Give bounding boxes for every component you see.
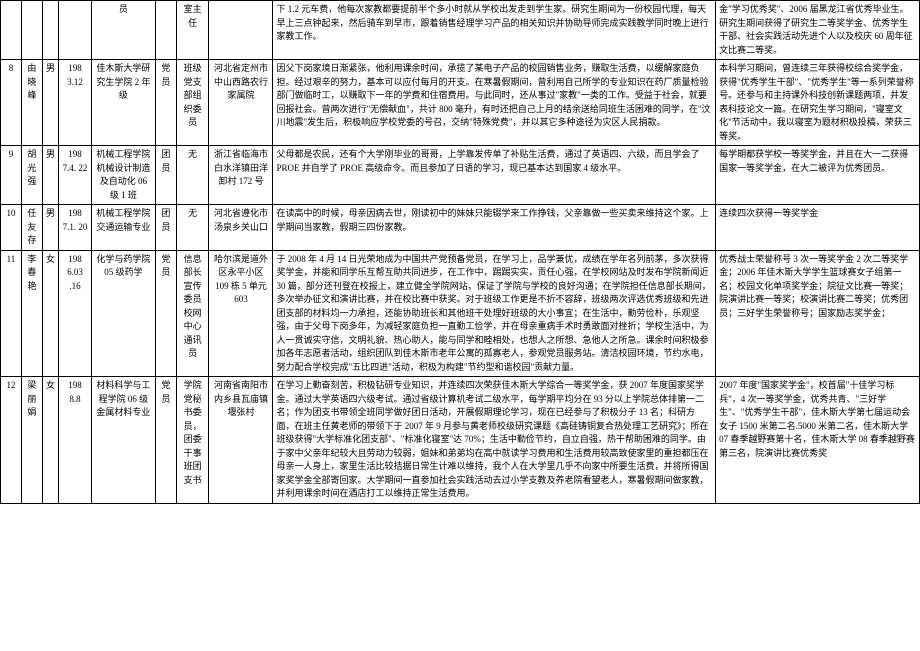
address: 河南省南阳市内乡县瓦庙镇堰张村 xyxy=(209,377,273,504)
student-name: 李春艳 xyxy=(21,250,42,377)
birth-date: 198 3.12 xyxy=(59,60,92,146)
birth-date: 198 6.03 .16 xyxy=(59,250,92,377)
address: 浙江省临海市白水洋镇田洋卸村 172 号 xyxy=(209,146,273,205)
row-number: 11 xyxy=(1,250,22,377)
political-status: 党员 xyxy=(155,250,176,377)
gender: 男 xyxy=(42,146,58,205)
student-name: 任友存 xyxy=(21,205,42,251)
student-name: 由晓峰 xyxy=(21,60,42,146)
table-row: 11李春艳女198 6.03 .16化学与药学院 05 级药学党员信息部长宣传委… xyxy=(1,250,920,377)
description: 父母都是农民，还有个大学刚毕业的哥哥，上学靠发传单了补贴生活费，通过了英语四、六… xyxy=(273,146,716,205)
awards: 每学期都获学校一等奖学金，并且在大一二获得国家一等奖学金，在大二被评为优秀团员。 xyxy=(716,146,920,205)
gender: 女 xyxy=(42,377,58,504)
school-major: 机械工程学院交通运输专业 xyxy=(91,205,155,251)
birth-date: 198 8.8 xyxy=(59,377,92,504)
table-row: 10任友存男198 7.1. 20机械工程学院交通运输专业团员无河北省遵化市汤泉… xyxy=(1,205,920,251)
political-status: 团员 xyxy=(155,205,176,251)
gender xyxy=(42,1,58,60)
position: 无 xyxy=(176,205,209,251)
birth-date: 198 7.1. 20 xyxy=(59,205,92,251)
gender: 男 xyxy=(42,205,58,251)
position: 无 xyxy=(176,146,209,205)
student-table: 员室主任 下 1.2 元车费，他每次家教都要提前半个多小时就从学校出发走到学生家。… xyxy=(0,0,920,504)
school-major: 化学与药学院 05 级药学 xyxy=(91,250,155,377)
student-name: 胡光强 xyxy=(21,146,42,205)
awards: 2007 年度"国家奖学金"，校首届"十佳学习标兵"，4 次一等奖学金，优秀共青… xyxy=(716,377,920,504)
description: 因父下岗家境日渐紧张，他利用课余时间，承揽了某电子产品的校园销售业务，赚取生活费… xyxy=(273,60,716,146)
political-status xyxy=(155,1,176,60)
political-status: 党员 xyxy=(155,60,176,146)
awards: 优秀战士荣誉称号 3 次一等奖学金 2 次二等奖学金；2006 年佳木斯大学学生… xyxy=(716,250,920,377)
school-major: 材料科学与工程学院 06 级金属材料专业 xyxy=(91,377,155,504)
birth-date xyxy=(59,1,92,60)
table-row: 9胡光强男198 7.4. 22机械工程学院机械设计制造及自动化 06 级 1 … xyxy=(1,146,920,205)
political-status: 团员 xyxy=(155,146,176,205)
position: 室主任 xyxy=(176,1,209,60)
address: 河北省定州市中山西路农行家属院 xyxy=(209,60,273,146)
student-name: 梁丽娟 xyxy=(21,377,42,504)
row-number: 9 xyxy=(1,146,22,205)
school-major: 机械工程学院机械设计制造及自动化 06 级 1 班 xyxy=(91,146,155,205)
position: 信息部长宣传委员校网中心通讯员 xyxy=(176,250,209,377)
gender: 男 xyxy=(42,60,58,146)
table-row: 12梁丽娟女198 8.8材料科学与工程学院 06 级金属材料专业党员学院党秘书… xyxy=(1,377,920,504)
awards: 金"学习优秀奖"、2006 届黑龙江省优秀毕业生。研究生期间获得了研究生二等奖学… xyxy=(716,1,920,60)
awards: 连续四次获得一等奖学金 xyxy=(716,205,920,251)
description: 下 1.2 元车费，他每次家教都要提前半个多小时就从学校出发走到学生家。研究生期… xyxy=(273,1,716,60)
address: 河北省遵化市汤泉乡关山口 xyxy=(209,205,273,251)
school-major: 员 xyxy=(91,1,155,60)
address xyxy=(209,1,273,60)
political-status: 党员 xyxy=(155,377,176,504)
position: 班级党支部组织委员 xyxy=(176,60,209,146)
row-number: 12 xyxy=(1,377,22,504)
school-major: 佳木斯大学研究生学院 2 年级 xyxy=(91,60,155,146)
description: 于 2008 年 4 月 14 日光荣地成为中国共产党预备党员，在学习上，品学兼… xyxy=(273,250,716,377)
position: 学院党秘书委员，团委干事班团支书 xyxy=(176,377,209,504)
row-number: 8 xyxy=(1,60,22,146)
gender: 女 xyxy=(42,250,58,377)
row-number xyxy=(1,1,22,60)
description: 在学习上勤奋刻苦，积极钻研专业知识，并连续四次荣获佳木斯大学综合一等奖学金，获 … xyxy=(273,377,716,504)
birth-date: 198 7.4. 22 xyxy=(59,146,92,205)
row-number: 10 xyxy=(1,205,22,251)
address: 哈尔滨是道外区永平小区 109 栋 5 单元 603 xyxy=(209,250,273,377)
description: 在读高中的时候，母亲因病去世，刚读初中的妹妹只能辍学来工作挣钱，父亲靠做一些买卖… xyxy=(273,205,716,251)
student-name xyxy=(21,1,42,60)
awards: 本科学习期间，曾连续三年获得校综合奖学金，获得"优秀学生干部"、"优秀学生"等一… xyxy=(716,60,920,146)
table-row: 8由晓峰男198 3.12佳木斯大学研究生学院 2 年级党员班级党支部组织委员河… xyxy=(1,60,920,146)
table-row: 员室主任 下 1.2 元车费，他每次家教都要提前半个多小时就从学校出发走到学生家。… xyxy=(1,1,920,60)
